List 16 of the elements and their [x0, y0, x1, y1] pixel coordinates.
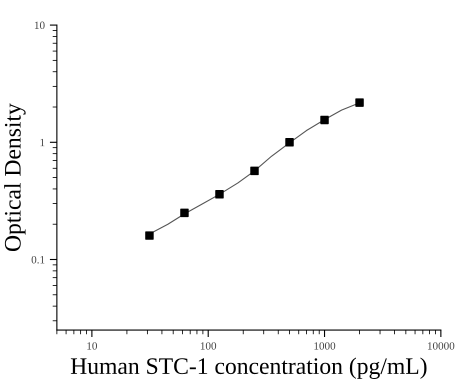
point	[285, 138, 294, 147]
point	[250, 166, 259, 176]
x-axis-title: Human STC-1 concentration (pg/mL)	[70, 358, 427, 379]
x-tick-label: 1000	[314, 342, 336, 350]
point	[320, 116, 329, 124]
x-tick-label: 10000	[428, 342, 454, 350]
point	[355, 98, 364, 107]
y-tick-label: 1	[40, 138, 44, 146]
y-tick-label: 0.1	[32, 256, 44, 264]
point	[180, 208, 189, 218]
x-tick-label: 10	[87, 342, 98, 350]
point	[145, 231, 154, 240]
y-tick-label: 10	[34, 22, 45, 30]
point	[215, 190, 224, 199]
x-tick-label: 100	[200, 342, 216, 350]
y-axis-title: Optical Density	[4, 103, 26, 252]
